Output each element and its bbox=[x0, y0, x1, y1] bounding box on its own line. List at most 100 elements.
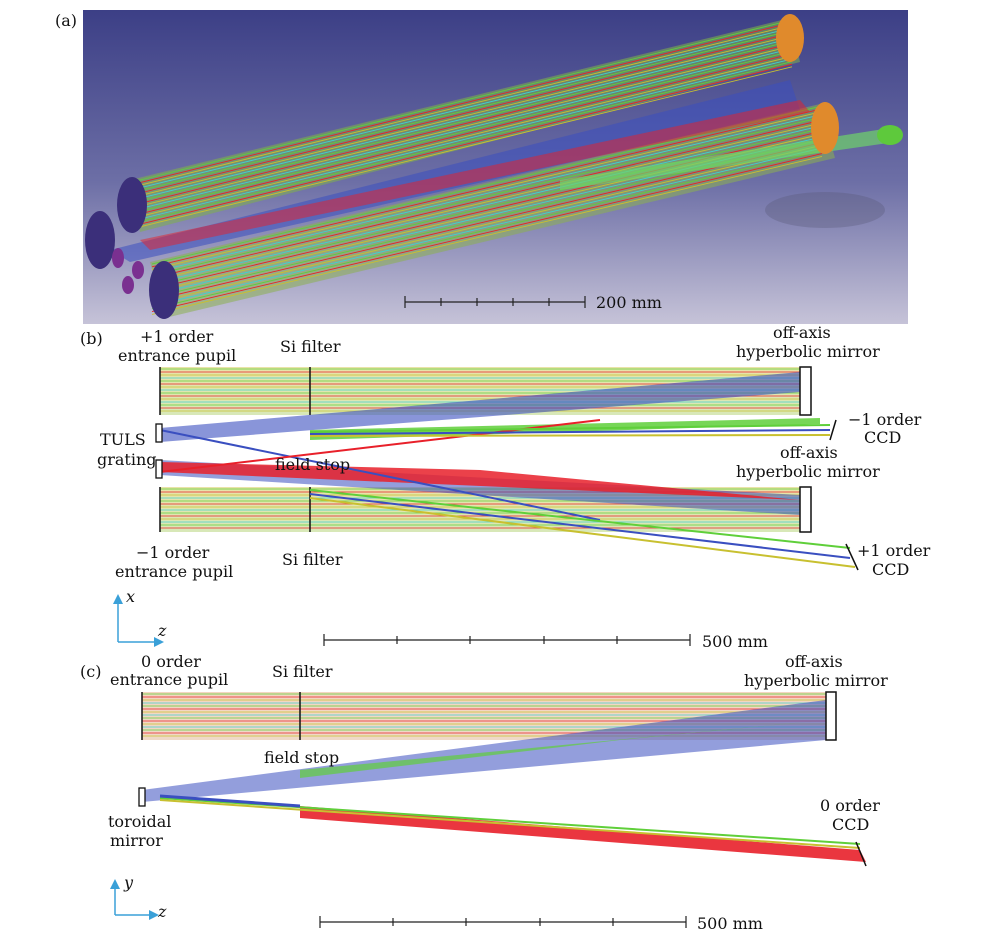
b-field-stop-label: field stop bbox=[275, 455, 350, 474]
ray-line bbox=[131, 42, 793, 206]
ray-line bbox=[131, 27, 793, 191]
ccd-element-2 bbox=[122, 276, 134, 294]
b-scale-text: 500 mm bbox=[702, 632, 768, 651]
b-mirror-bottom-line1: off-axis bbox=[780, 443, 838, 462]
b-grating-lower bbox=[155, 459, 163, 479]
ray-line bbox=[151, 150, 823, 310]
upper-entrance-pupil bbox=[117, 177, 147, 233]
c-ccd-ray-blue bbox=[159, 794, 301, 808]
b-plus-ccd bbox=[845, 543, 859, 571]
b-minus-pupil-line1: −1 order bbox=[136, 543, 210, 562]
b-si-filter-top-label: Si filter bbox=[280, 337, 341, 356]
b-mirror-top-line1: off-axis bbox=[773, 323, 831, 342]
ray-line bbox=[131, 22, 793, 186]
panel-a-scale-text: 200 mm bbox=[596, 293, 662, 312]
c-ccd-line1: 0 order bbox=[820, 796, 880, 815]
ray-line bbox=[131, 50, 793, 214]
ray-line bbox=[151, 116, 823, 276]
ray-line bbox=[131, 45, 793, 209]
ray-line bbox=[131, 24, 793, 188]
panel-c: (c) 0 order entrance pupil Si filter off… bbox=[80, 652, 888, 933]
ray-line bbox=[151, 108, 823, 268]
b-minus-ccd-line1: −1 order bbox=[848, 410, 922, 429]
ray-line bbox=[151, 141, 823, 301]
ray-line bbox=[151, 147, 823, 307]
ray-line bbox=[131, 19, 793, 183]
panel-b: (b) +1 order entrance bbox=[80, 323, 931, 651]
b-axis-x-label: x bbox=[126, 587, 135, 606]
upper-hyperbolic-mirror bbox=[776, 14, 804, 62]
c-pupil-line2: entrance pupil bbox=[110, 670, 228, 689]
c-ccd-ray-yellow bbox=[159, 799, 861, 849]
ray-line bbox=[151, 119, 823, 279]
c-red-ccd-bundle bbox=[300, 806, 866, 862]
c-axis-z-label: z bbox=[157, 902, 167, 921]
c-scale-text: 500 mm bbox=[697, 914, 763, 933]
c-coordinate-axes bbox=[110, 879, 159, 920]
c-pupil-line1: 0 order bbox=[141, 652, 201, 671]
c-scale-bar bbox=[319, 916, 687, 928]
ray-line bbox=[131, 66, 793, 230]
ray-line bbox=[131, 63, 793, 227]
b-minus-ccd bbox=[829, 419, 837, 441]
ccd-element-1 bbox=[132, 261, 144, 279]
b-minus-ccd-ray-1 bbox=[309, 424, 831, 433]
ray-line bbox=[151, 113, 823, 273]
c-return-rays bbox=[142, 700, 826, 802]
ray-line bbox=[131, 40, 793, 204]
b-minus-pupil-line2: entrance pupil bbox=[115, 562, 233, 581]
panel-a-scale-bar bbox=[404, 296, 586, 308]
ray-line bbox=[151, 155, 823, 315]
ray-line bbox=[151, 127, 823, 287]
c-si-filter-label: Si filter bbox=[272, 662, 333, 681]
panel-b-label: (b) bbox=[80, 329, 103, 348]
b-lower-return-red bbox=[160, 462, 800, 500]
ray-line bbox=[131, 61, 793, 225]
ray-line bbox=[151, 144, 823, 304]
b-mirror-top-line2: hyperbolic mirror bbox=[736, 342, 880, 361]
b-axis-z-label: z bbox=[157, 621, 167, 640]
c-toroidal-line2: mirror bbox=[110, 831, 163, 850]
ray-line bbox=[131, 29, 793, 193]
c-field-stop-label: field stop bbox=[264, 748, 339, 767]
ray-line bbox=[131, 37, 793, 201]
b-plus-ccd-line1: +1 order bbox=[857, 541, 931, 560]
ray-line bbox=[131, 55, 793, 219]
converging-red-bundle bbox=[140, 100, 810, 250]
panel-c-label: (c) bbox=[80, 662, 101, 681]
b-plus-pupil-line2: entrance pupil bbox=[118, 346, 236, 365]
b-minus-ccd-line2: CCD bbox=[864, 428, 901, 447]
c-hyperbolic-mirror bbox=[825, 691, 837, 741]
b-grating-line1: TULS bbox=[100, 430, 146, 449]
ray-line bbox=[151, 111, 823, 271]
b-cross-ray-1 bbox=[159, 429, 601, 521]
upper-ray-bundle bbox=[130, 18, 800, 232]
b-scale-bar bbox=[323, 634, 691, 646]
b-upper-mirror bbox=[799, 366, 812, 416]
b-plus-ccd-ray-1 bbox=[309, 489, 851, 549]
c-ccd-line2: CCD bbox=[832, 815, 869, 834]
left-entrance-pupil bbox=[85, 211, 115, 269]
upper-bundle-lines bbox=[131, 19, 793, 230]
output-disc bbox=[877, 125, 903, 145]
ray-line bbox=[151, 153, 823, 313]
b-upper-return-rays bbox=[160, 372, 800, 442]
lower-entrance-pupil bbox=[149, 261, 179, 319]
c-toroidal-mirror bbox=[138, 787, 146, 807]
ray-line bbox=[131, 53, 793, 217]
b-plus-ccd-ray-3 bbox=[309, 497, 856, 568]
ray-line bbox=[131, 58, 793, 222]
b-coordinate-axes bbox=[113, 594, 164, 647]
b-plus-pupil-line1: +1 order bbox=[140, 327, 214, 346]
panel-a-shadow bbox=[765, 192, 885, 228]
b-mirror-bottom-line2: hyperbolic mirror bbox=[736, 462, 880, 481]
c-mirror-line2: hyperbolic mirror bbox=[744, 671, 888, 690]
b-grating-upper bbox=[155, 423, 163, 443]
c-mirror-line1: off-axis bbox=[785, 652, 843, 671]
b-minus-ccd-ray-2 bbox=[309, 434, 831, 437]
ray-line bbox=[151, 125, 823, 285]
c-toroidal-line1: toroidal bbox=[108, 812, 171, 831]
output-beam bbox=[560, 128, 895, 190]
panel-a: 200 mm (a) bbox=[55, 10, 908, 324]
